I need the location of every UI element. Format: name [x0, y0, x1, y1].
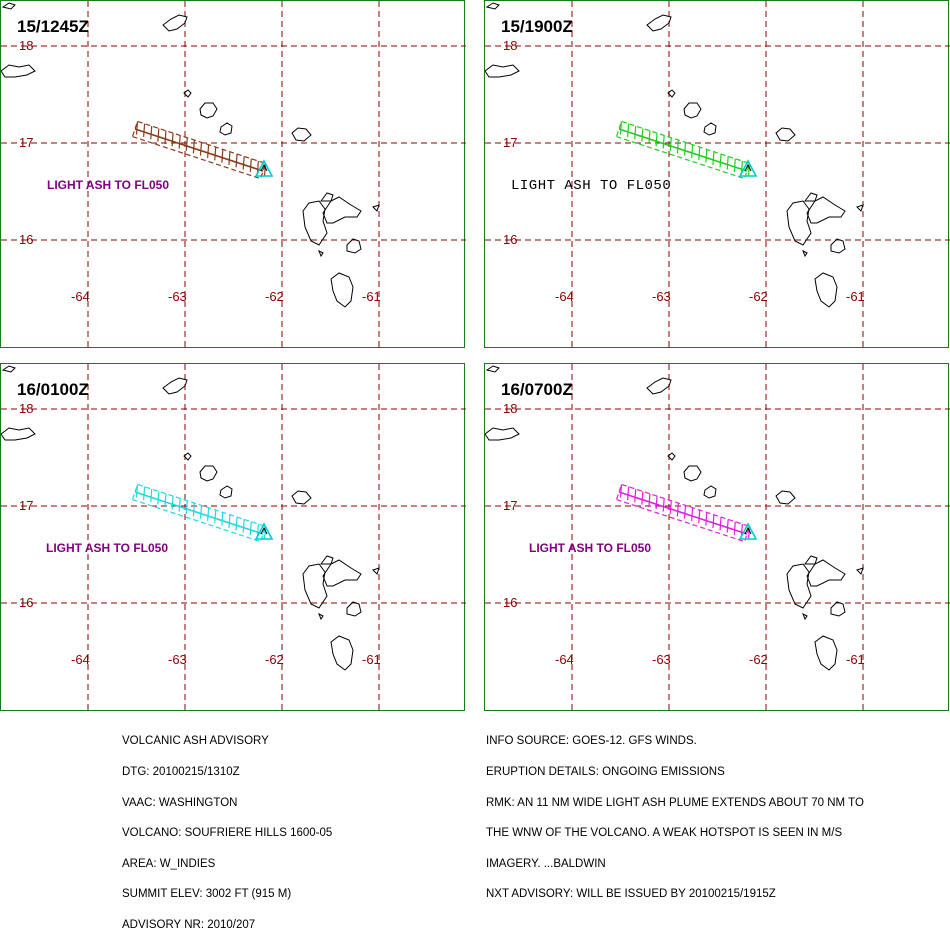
volcano-icon — [738, 159, 758, 177]
latitude-label: 16 — [19, 232, 34, 247]
ash-label: LIGHT ASH TO FL050 — [47, 178, 170, 192]
advisory-line: AREA: W_INDIES — [122, 857, 216, 870]
ash-label: LIGHT ASH TO FL050 — [511, 178, 672, 194]
advisory-line: SUMMIT ELEV: 3002 FT (915 M) — [122, 888, 292, 901]
longitude-label: -61 — [846, 289, 865, 304]
latitude-label: 16 — [503, 232, 518, 247]
advisory-line: VAAC: WASHINGTON — [122, 796, 238, 809]
map-canvas — [485, 1, 950, 349]
longitude-label: -63 — [168, 289, 187, 304]
latitude-label: 18 — [503, 401, 518, 416]
panel-time-title: 15/1900Z — [501, 17, 573, 36]
latitude-label: 16 — [19, 595, 34, 610]
longitude-label: -62 — [749, 652, 768, 667]
longitude-label: -61 — [362, 652, 381, 667]
ash-plume — [615, 120, 751, 180]
ash-plume — [131, 483, 267, 543]
lat-lon-grid — [485, 1, 950, 349]
volcano-icon — [254, 522, 274, 540]
latitude-label: 17 — [503, 498, 518, 513]
map-panel-1601: 16/0100Z LIGHT ASH TO FL050 18 17 16 -64 -63 -6… — [0, 363, 466, 712]
latitude-label: 18 — [19, 401, 34, 416]
volcano-icon — [738, 522, 758, 540]
longitude-label: -64 — [555, 652, 574, 667]
advisory-line: NXT ADVISORY: WILL BE ISSUED BY 20100215… — [486, 888, 776, 901]
volcano-icon — [254, 159, 274, 177]
advisory-right: INFO SOURCE: GOES-12. GFS WINDS. ERUPTIO… — [486, 716, 864, 910]
latitude-label: 18 — [19, 38, 34, 53]
coastlines — [485, 2, 864, 308]
coastlines — [1, 365, 380, 671]
advisory-line: VOLCANO: SOUFRIERE HILLS 1600-05 — [122, 827, 333, 840]
lat-lon-grid — [485, 364, 950, 712]
latitude-label: 17 — [19, 135, 34, 150]
latitude-label: 18 — [503, 38, 518, 53]
map-panel-1607: 16/0700Z LIGHT ASH TO FL050 18 17 16 -64 -63 -6… — [484, 363, 950, 712]
coastlines — [1, 2, 380, 308]
advisory-line: THE WNW OF THE VOLCANO. A WEAK HOTSPOT I… — [486, 827, 843, 840]
longitude-label: -62 — [265, 289, 284, 304]
lat-lon-grid — [1, 1, 466, 349]
advisory-line: VOLCANIC ASH ADVISORY — [122, 735, 269, 748]
panel-time-title: 16/0100Z — [17, 380, 89, 399]
coastlines — [485, 365, 864, 671]
longitude-label: -64 — [71, 652, 90, 667]
longitude-label: -63 — [652, 289, 671, 304]
longitude-label: -61 — [846, 652, 865, 667]
lat-lon-grid — [1, 364, 466, 712]
latitude-label: 16 — [503, 595, 518, 610]
ash-label: LIGHT ASH TO FL050 — [529, 541, 652, 555]
advisory-line: ERUPTION DETAILS: ONGOING EMISSIONS — [486, 766, 725, 778]
latitude-label: 17 — [503, 135, 518, 150]
panel-time-title: 16/0700Z — [501, 380, 573, 399]
advisory-line: ADVISORY NR: 2010/207 — [122, 918, 256, 931]
latitude-label: 17 — [19, 498, 34, 513]
panel-time-title: 15/1245Z — [17, 17, 89, 36]
map-panel-1519: 15/1900Z LIGHT ASH TO FL050 18 17 16 -64 -63 -6… — [484, 0, 950, 349]
advisory-left: VOLCANIC ASH ADVISORY DTG: 20100215/1310… — [122, 716, 332, 940]
ash-plume — [615, 483, 751, 543]
advisory-line: IMAGERY. ...BALDWIN — [486, 857, 606, 870]
longitude-label: -63 — [652, 652, 671, 667]
ash-plume — [131, 120, 267, 180]
map-canvas — [1, 1, 466, 349]
map-panel-1512: 15/1245Z LIGHT ASH TO FL050 18 17 16 -64 -63 -6… — [0, 0, 466, 349]
longitude-label: -62 — [749, 289, 768, 304]
ash-label: LIGHT ASH TO FL050 — [46, 541, 169, 555]
advisory-line: INFO SOURCE: GOES-12. GFS WINDS. — [486, 735, 697, 748]
longitude-label: -63 — [168, 652, 187, 667]
map-canvas — [485, 364, 950, 712]
longitude-label: -64 — [71, 289, 90, 304]
longitude-label: -61 — [362, 289, 381, 304]
advisory-line: DTG: 20100215/1310Z — [122, 766, 240, 778]
map-canvas — [1, 364, 466, 712]
longitude-label: -62 — [265, 652, 284, 667]
longitude-label: -64 — [555, 289, 574, 304]
advisory-line: RMK: AN 11 NM WIDE LIGHT ASH PLUME EXTEN… — [486, 796, 864, 809]
